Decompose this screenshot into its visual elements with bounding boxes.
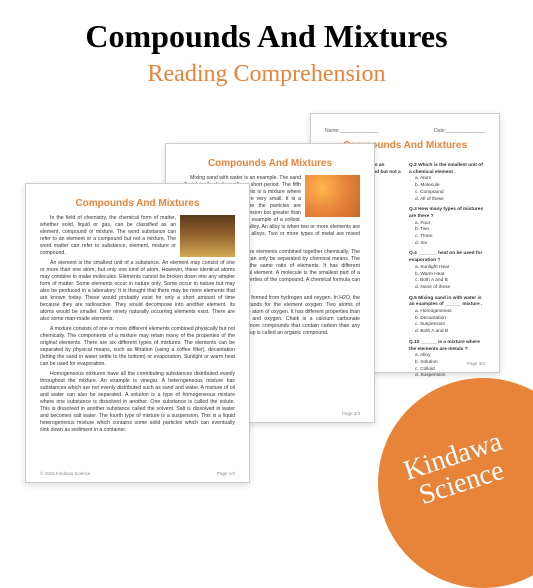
brand-text: Kindawa Science (401, 428, 514, 512)
q2d: d. All of these (415, 197, 485, 204)
bottles-image (180, 215, 235, 257)
page1-title: Compounds And Mixtures (40, 198, 235, 209)
page1-para4: Homogeneous mixtures have all the contri… (40, 371, 235, 434)
page3-pagenum: Page 3/3 (467, 361, 485, 366)
q2: Q.2 Which is the smallest unit of a chem… (409, 163, 485, 176)
page2-pagenum: Page 2/3 (342, 411, 360, 416)
q5d: d. Both A and B (415, 329, 485, 336)
page1-para3: A mixture consists of one or more differ… (40, 326, 235, 368)
date-field: Date:______________ (434, 128, 485, 134)
q5: Q.5 Mixing sand in with water is an exam… (409, 296, 485, 309)
page2-title: Compounds And Mixtures (180, 158, 360, 169)
page1-footer: © 2022 Kindawa Science Page 1/3 (40, 471, 235, 476)
q3c: c. Three (415, 234, 485, 241)
page1-para2: An element is the smallest unit of a sub… (40, 260, 235, 323)
page1-text: In the field of chemistry, the chemical … (40, 215, 235, 434)
q5a: a. Homogeneous (415, 309, 485, 316)
quiz-col-right: Q.2 Which is the smallest unit of a chem… (409, 159, 485, 380)
worksheet-page-1: Compounds And Mixtures In the field of c… (25, 183, 250, 483)
oranges-image (305, 175, 360, 217)
q4c: c. Both A and B (415, 278, 485, 285)
header: Compounds And Mixtures Reading Comprehen… (0, 0, 533, 88)
q4: Q.4 _______ heat on be used for evaporat… (409, 251, 485, 264)
q4d: d. None of these (415, 285, 485, 292)
q6: Q.10 ______ is a mixture where the eleme… (409, 340, 485, 353)
q2c: c. Compound (415, 190, 485, 197)
page1-copyright: © 2022 Kindawa Science (40, 471, 90, 476)
subtitle: Reading Comprehension (0, 61, 533, 88)
q4a: a. Sunlight Heat (415, 265, 485, 272)
q3: Q.3 How many types of mixtures are there… (409, 207, 485, 220)
name-field: Name:______________ (325, 128, 379, 134)
q2b: b. Molecule (415, 183, 485, 190)
quiz-header: Name:______________ Date:______________ (325, 128, 485, 134)
page1-pagenum: Page 1/3 (217, 471, 235, 476)
q6a: a. Alloy (415, 353, 485, 360)
q3d: d. Six (415, 241, 485, 248)
main-title: Compounds And Mixtures (0, 18, 533, 55)
